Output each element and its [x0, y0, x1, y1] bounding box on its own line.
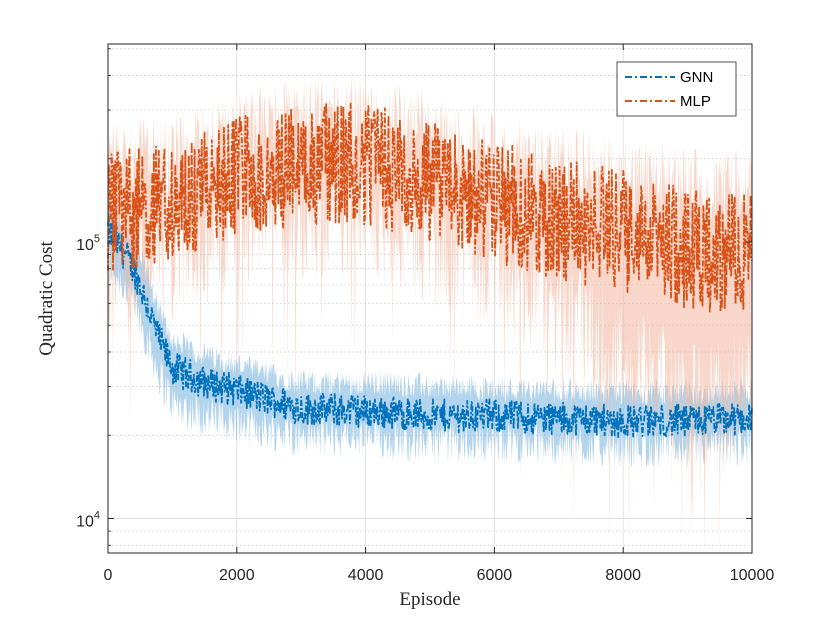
x-tick-label: 8000 — [605, 567, 641, 584]
y-tick-label: 104 — [76, 509, 100, 530]
x-tick-label: 10000 — [730, 567, 775, 584]
x-tick-label: 4000 — [348, 567, 384, 584]
y-tick-label-exponent: 5 — [94, 233, 100, 245]
legend-gnn-label: GNN — [680, 69, 713, 86]
plot-frame — [107, 43, 753, 554]
legend-mlp-label: MLP — [680, 93, 711, 110]
series-gnn-line — [107, 214, 753, 439]
y-axis-label: Quadratic Cost — [36, 241, 57, 356]
y-tick-label-base: 10 — [76, 513, 94, 530]
legend-box — [616, 61, 737, 117]
x-tick-label: 0 — [104, 567, 113, 584]
y-tick-label-exponent: 4 — [94, 509, 100, 521]
legend: GNN MLP — [616, 61, 737, 117]
line-layer — [107, 101, 753, 439]
y-tick-label-base: 10 — [76, 237, 94, 254]
y-tick-label: 105 — [76, 233, 100, 254]
x-tick-label: 2000 — [219, 567, 255, 584]
series-mlp-line — [107, 101, 753, 313]
x-tick-label: 6000 — [477, 567, 513, 584]
x-axis-label: Episode — [399, 589, 460, 610]
